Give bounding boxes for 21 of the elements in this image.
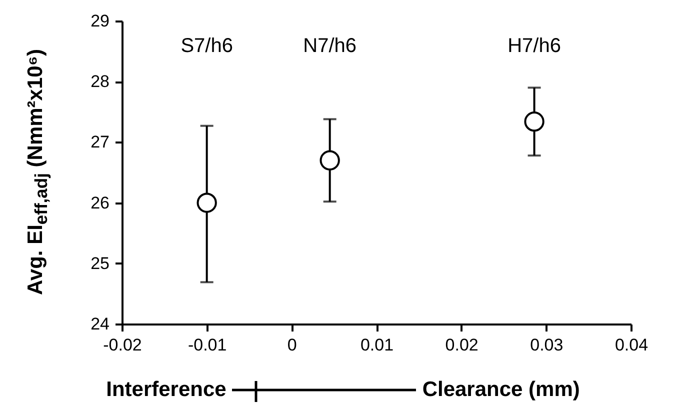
y-tick-label: 27: [90, 132, 110, 152]
y-tick-label: 24: [90, 314, 110, 334]
x-tick-label: 0.01: [360, 336, 394, 354]
x-tick-label: 0: [287, 336, 297, 354]
point: [196, 192, 217, 213]
point: [320, 150, 340, 170]
annotation: S7/h6: [180, 35, 233, 57]
x-tick-label: 0.04: [614, 336, 648, 354]
x-tick-label: 0.02: [445, 336, 478, 354]
y-tick-label: 26: [90, 193, 110, 212]
x-tick-label: 0.03: [530, 336, 564, 354]
x-tick-label: -0.02: [103, 336, 142, 354]
y-tick-label: 28: [90, 72, 110, 92]
x-tick-label: -0.01: [188, 336, 227, 354]
text: Interference: [106, 378, 226, 402]
annotation: N7/h6: [303, 35, 357, 57]
y-tick-label: 29: [90, 12, 110, 30]
x-axis-title: Clearance (mm): [422, 378, 580, 402]
annotation: H7/h6: [508, 35, 561, 57]
y-tick-label: 25: [90, 254, 110, 273]
point: [524, 112, 544, 132]
